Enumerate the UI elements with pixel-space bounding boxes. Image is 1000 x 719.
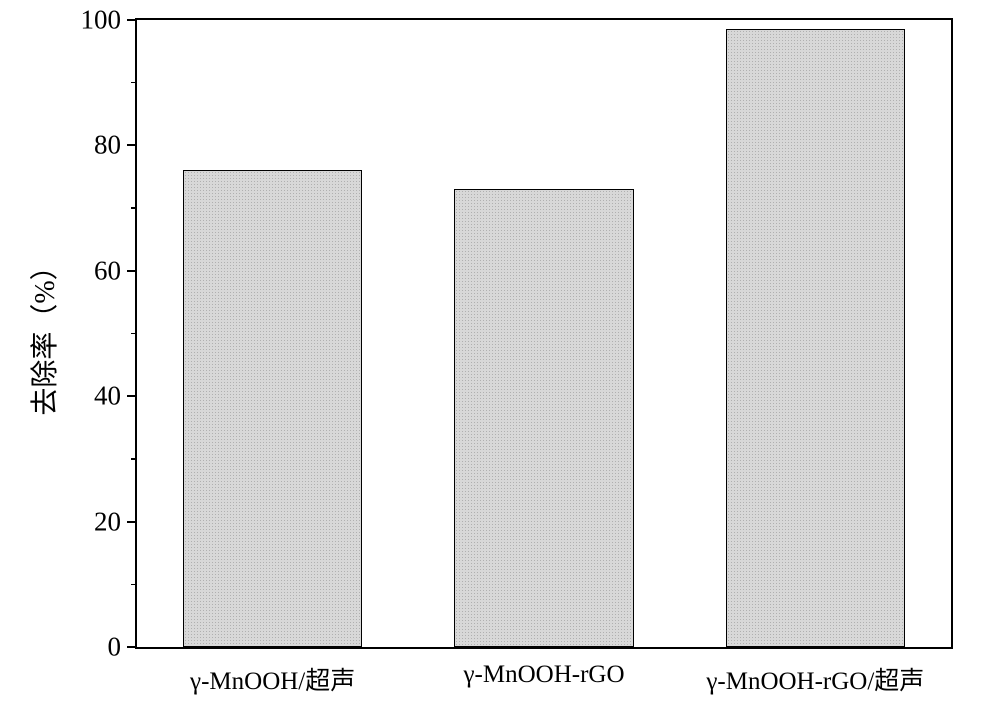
figure-container: 0 20 40 60 80 100 γ-MnOOH/超声 γ-MnOOH-rGO γ-MnOOH… — [0, 0, 1000, 719]
plot-area: 020406080100γ-MnOOH/超声γ-MnOOH-rGOγ-MnOOH… — [135, 18, 953, 649]
y-tick-minor — [131, 458, 137, 460]
bar — [454, 189, 633, 647]
x-tick-label: γ-MnOOH-rGO/超声 — [706, 661, 924, 697]
bar-fill — [727, 30, 904, 646]
x-tick-label: γ-MnOOH/超声 — [190, 661, 355, 697]
y-tick-label: 60 — [94, 255, 121, 286]
y-tick-major — [127, 270, 137, 272]
y-axis-title: 去除率（%） — [23, 252, 63, 415]
y-tick-major — [127, 144, 137, 146]
y-tick-major — [127, 395, 137, 397]
y-tick-label: 20 — [94, 506, 121, 537]
x-tick-label: γ-MnOOH-rGO — [463, 661, 624, 689]
y-tick-minor — [131, 82, 137, 84]
bar-fill — [184, 171, 361, 646]
y-tick-label: 100 — [81, 5, 122, 36]
y-tick-label: 40 — [94, 381, 121, 412]
y-tick-label: 0 — [108, 632, 122, 663]
bar — [726, 29, 905, 647]
y-tick-minor — [131, 207, 137, 209]
y-tick-label: 80 — [94, 130, 121, 161]
bar-fill — [455, 190, 632, 646]
y-tick-major — [127, 19, 137, 21]
y-tick-minor — [131, 584, 137, 586]
bar — [183, 170, 362, 647]
y-tick-major — [127, 521, 137, 523]
y-tick-major — [127, 646, 137, 648]
y-tick-minor — [131, 333, 137, 335]
